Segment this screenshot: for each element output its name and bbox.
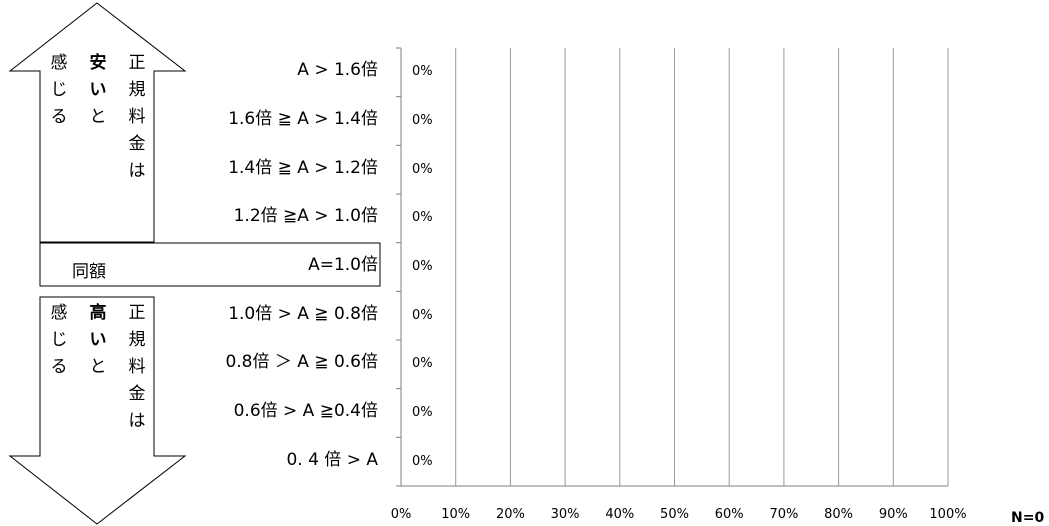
up-arrow-char: 正 (128, 53, 146, 73)
x-tick-label: 0% (390, 507, 412, 522)
x-tick-label: 40% (605, 507, 635, 522)
category-label: A > 1.6倍 (297, 60, 378, 81)
down-arrow-char: と (89, 357, 107, 377)
up-arrow-char: 金 (128, 134, 146, 154)
data-label: 0% (412, 161, 433, 177)
data-label: 0% (412, 64, 433, 80)
data-label: 0% (412, 405, 433, 420)
category-label: 0.8倍 ＞ A ≧ 0.6倍 (225, 352, 378, 373)
up-arrow-char: 料 (128, 107, 146, 127)
up-arrow-char: い (89, 80, 107, 100)
x-tick-label: 20% (495, 507, 525, 522)
same-box (39, 242, 381, 287)
category-label: 1.4倍 ≧ A > 1.2倍 (228, 157, 378, 178)
down-arrow-char: る (50, 357, 68, 377)
up-arrow-char: 安 (89, 53, 107, 73)
n-label: N=0 (1011, 510, 1045, 526)
category-label: 1.6倍 ≧ A > 1.4倍 (228, 109, 378, 129)
down-arrow-char: じ (50, 330, 68, 350)
same-label: 同額 (72, 262, 106, 282)
up-arrow-char: 感 (50, 53, 68, 73)
down-arrow-shape (8, 296, 187, 525)
category-label: 1.2倍 ≧A > 1.0倍 (233, 206, 378, 227)
up-arrow-char: 規 (128, 80, 146, 100)
down-arrow-char: 正 (128, 303, 146, 323)
down-arrow-char: 料 (128, 357, 146, 377)
x-tick-label: 50% (660, 507, 689, 522)
plot-area (396, 47, 949, 487)
category-label: 0. 4 倍 > A (286, 449, 378, 470)
up-arrow-char: と (89, 107, 107, 127)
down-arrow-char: い (89, 330, 107, 350)
x-tick-label: 90% (878, 507, 908, 522)
down-arrow-char: 金 (128, 384, 146, 404)
x-tick-label: 80% (824, 507, 854, 522)
data-label: 0% (412, 259, 433, 274)
up-arrow-shape (8, 2, 187, 243)
up-arrow-char: じ (50, 80, 68, 100)
data-label: 0% (412, 307, 433, 323)
data-label: 0% (412, 210, 433, 226)
up-arrow-char: る (50, 107, 68, 127)
down-arrow-char: 規 (128, 330, 146, 350)
category-label: 1.0倍 > A ≧ 0.8倍 (228, 303, 378, 324)
category-label: A=1.0倍 (308, 255, 378, 275)
x-tick-label: 70% (769, 507, 799, 522)
x-tick-label: 30% (550, 507, 580, 522)
down-arrow-char: は (128, 411, 146, 431)
x-tick-label: 100% (929, 507, 967, 522)
x-tick-label: 60% (714, 507, 744, 522)
up-arrow-char: は (128, 161, 146, 181)
down-arrow-char: 高 (89, 303, 107, 323)
data-label: 0% (412, 453, 433, 469)
category-label: 0.6倍 > A ≧0.4倍 (233, 401, 378, 421)
down-arrow-char: 感 (50, 303, 68, 323)
data-label: 0% (412, 356, 433, 372)
x-tick-label: 10% (441, 507, 471, 522)
data-label: 0% (412, 113, 433, 128)
